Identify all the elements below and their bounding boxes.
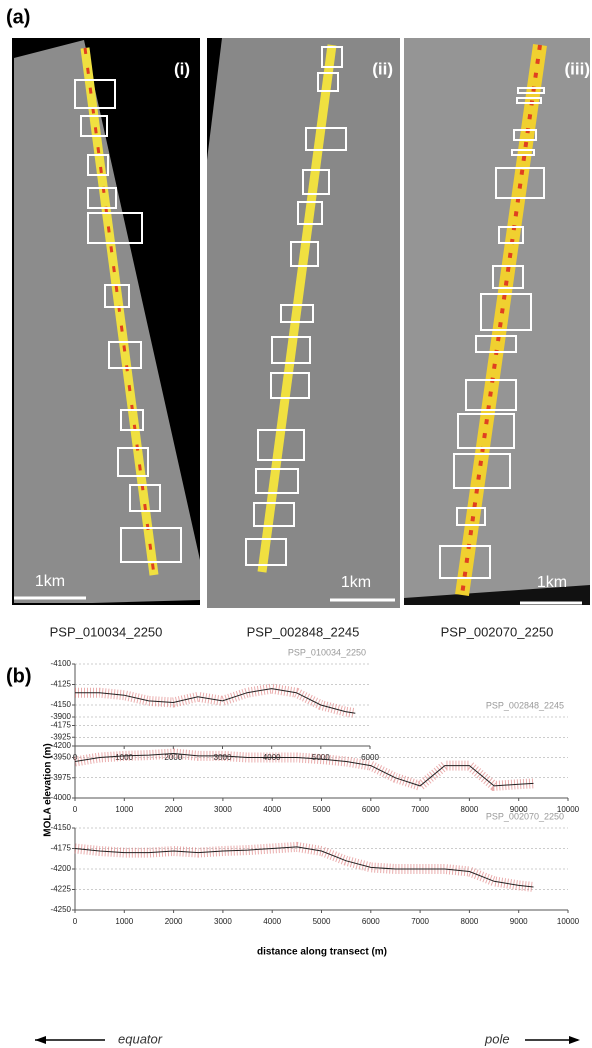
scale-label: 1km [35,573,65,590]
x-tick-label: 6000 [362,917,380,926]
y-tick-label: -4175 [51,844,72,853]
x-tick-label: 3000 [214,805,232,814]
x-tick-label: 7000 [411,917,429,926]
x-tick-label: 4000 [263,805,281,814]
x-tick-label: 0 [73,917,78,926]
x-tick-label: 9000 [510,917,528,926]
chart-title: PSP_010034_2250 [288,647,366,657]
image-label: (i) [174,59,190,78]
x-tick-label: 5000 [313,917,331,926]
x-tick-label: 1000 [115,805,133,814]
direction-label: equator [118,1031,163,1046]
direction-label: pole [484,1031,510,1046]
scale-label: 1km [341,574,371,591]
image-label: (ii) [372,59,393,78]
y-tick-label: -4175 [51,721,72,730]
x-tick-label: 7000 [411,805,429,814]
arrow-head [569,1036,580,1044]
x-axis-label: distance along transect (m) [257,947,387,958]
elevation-line [75,689,355,714]
x-tick-label: 0 [73,805,78,814]
chart-title: PSP_002070_2250 [486,811,564,821]
x-tick-label: 10000 [557,917,580,926]
x-tick-label: 6000 [362,805,380,814]
x-tick-label: 3000 [214,917,232,926]
y-tick-label: -3925 [51,732,72,741]
y-tick-label: -3900 [51,712,72,721]
image-label: (iii) [565,59,591,78]
y-tick-label: -4250 [51,905,72,914]
image-caption: PSP_002848_2245 [247,624,360,639]
y-tick-label: -4150 [51,823,72,832]
chart-title: PSP_002848_2245 [486,700,564,710]
panel-label: (a) [6,6,30,28]
y-tick-label: -4150 [51,700,72,709]
y-tick-label: -4100 [51,659,72,668]
x-tick-label: 5000 [313,805,331,814]
image-caption: PSP_010034_2250 [50,624,163,639]
panel-label: (b) [6,665,32,687]
image-caption: PSP_002070_2250 [441,624,554,639]
scale-label: 1km [537,574,567,591]
x-tick-label: 8000 [461,805,479,814]
y-tick-label: -4125 [51,680,72,689]
figure: (a) (i) 1km (ii) 1km (iii) 1km PSP_01003… [0,0,592,1048]
x-tick-label: 8000 [461,917,479,926]
y-tick-label: -4000 [51,793,72,802]
x-tick-label: 2000 [165,917,183,926]
y-tick-label: -3950 [51,753,72,762]
x-tick-label: 4000 [263,917,281,926]
y-tick-label: -4200 [51,864,72,873]
arrow-head [35,1036,46,1044]
x-tick-label: 1000 [115,917,133,926]
y-tick-label: -4225 [51,885,72,894]
y-tick-label: -3975 [51,773,72,782]
y-tick-label: -4200 [51,741,72,750]
x-tick-label: 2000 [165,805,183,814]
